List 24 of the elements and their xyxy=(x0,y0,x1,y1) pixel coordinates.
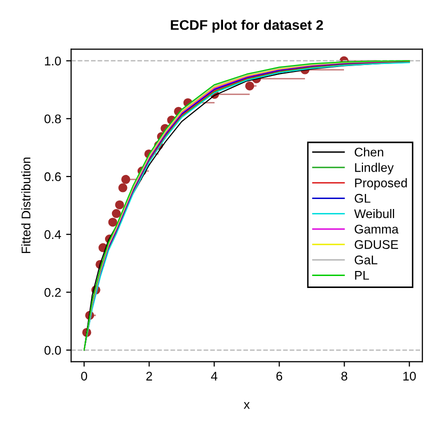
x-tick-label: 6 xyxy=(276,372,282,381)
y-tick-label: 0.2 xyxy=(44,288,61,297)
y-tick-label: 0.8 xyxy=(44,114,61,124)
y-axis-title: Fitted Distribution xyxy=(21,158,30,254)
legend-label: Gamma xyxy=(354,224,399,234)
y-tick-label: 0.0 xyxy=(44,346,61,355)
x-tick-label: 2 xyxy=(146,372,152,380)
legend-label: Lindley xyxy=(355,162,394,174)
legend-label: GaL xyxy=(354,256,378,264)
x-tick-label: 10 xyxy=(403,372,416,381)
x-axis-title: x xyxy=(244,402,250,409)
legend-label: Chen xyxy=(354,147,384,157)
y-tick-label: 1.0 xyxy=(44,56,61,66)
legend-label: Weibull xyxy=(354,208,394,218)
legend-label: GL xyxy=(354,194,370,203)
legend-label: PL xyxy=(355,271,369,280)
chart-title: ECDF plot for dataset 2 xyxy=(170,20,323,33)
legend-label: GDUSE xyxy=(354,240,398,249)
x-tick-label: 8 xyxy=(341,372,348,381)
x-tick-label: 4 xyxy=(211,372,218,380)
x-tick-label: 0 xyxy=(81,372,88,381)
y-tick-label: 0.4 xyxy=(44,230,62,240)
legend-label: Proposed xyxy=(355,178,407,190)
y-tick-label: 0.6 xyxy=(44,172,61,182)
